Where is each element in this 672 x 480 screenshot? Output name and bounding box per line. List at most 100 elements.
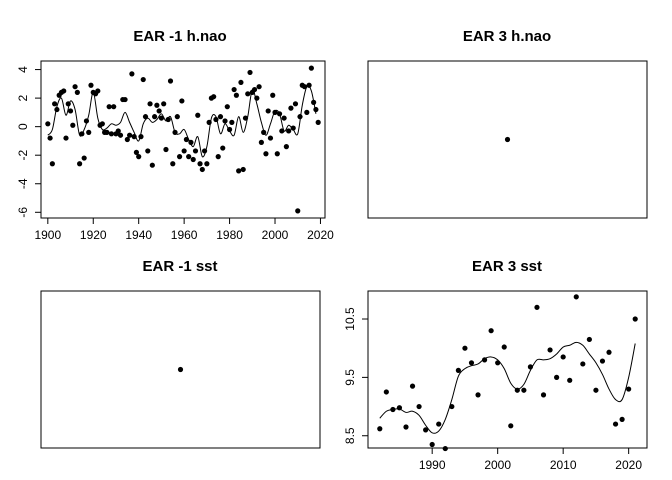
x-tick-label: 1990: [419, 458, 446, 472]
data-point: [52, 101, 58, 107]
data-point: [111, 104, 117, 110]
data-point: [390, 406, 396, 413]
data-point: [416, 403, 422, 410]
data-point: [49, 161, 55, 167]
data-point: [251, 86, 258, 93]
data-point: [540, 392, 547, 398]
y-tick-label: -6: [16, 207, 30, 218]
data-point: [423, 427, 429, 433]
data-point: [145, 148, 151, 154]
data-point: [247, 69, 253, 76]
data-point: [626, 386, 632, 392]
data-point: [475, 392, 481, 398]
data-point: [167, 78, 174, 84]
x-tick-label: 2000: [484, 458, 511, 472]
data-point: [279, 128, 285, 134]
data-point: [236, 168, 242, 174]
x-tick-label: 1940: [125, 228, 152, 242]
data-point: [156, 108, 162, 114]
data-point: [383, 389, 389, 395]
data-point: [117, 132, 124, 138]
data-point: [288, 105, 294, 111]
data-point: [242, 115, 249, 121]
data-point: [106, 104, 112, 110]
data-point: [170, 161, 176, 167]
data-point: [632, 316, 638, 322]
data-point: [409, 383, 416, 389]
plot-box: [40, 290, 321, 449]
data-point: [61, 88, 67, 94]
data-point: [292, 101, 299, 107]
data-point: [429, 441, 435, 448]
data-point: [65, 101, 71, 107]
chart-panel: EAR -1 sst: [40, 258, 321, 449]
y-tick-label: 0: [16, 123, 30, 130]
data-point: [286, 128, 292, 134]
data-point: [174, 114, 180, 120]
data-point: [165, 116, 171, 123]
y-tick-label: 9.5: [343, 369, 357, 386]
data-point: [270, 92, 276, 98]
data-point: [83, 118, 90, 124]
data-point: [88, 82, 94, 88]
data-point: [455, 367, 461, 373]
data-point: [72, 84, 78, 90]
data-point: [222, 118, 228, 124]
data-point: [181, 148, 187, 154]
data-point: [396, 405, 403, 411]
data-point: [63, 135, 69, 141]
data-point: [183, 136, 190, 143]
data-point: [108, 131, 115, 137]
data-point: [586, 336, 592, 343]
data-point: [154, 102, 160, 108]
y-tick-label: 4: [16, 66, 30, 73]
data-point: [231, 86, 237, 93]
data-point: [115, 128, 121, 134]
x-tick-label: 1960: [171, 228, 198, 242]
data-point: [233, 92, 239, 98]
data-point: [81, 155, 87, 161]
x-tick-label: 1920: [80, 228, 107, 242]
data-point: [204, 161, 210, 167]
data-point: [554, 374, 560, 380]
y-tick-label: 10.5: [343, 307, 357, 331]
data-point: [462, 345, 468, 351]
y-tick-label: -2: [16, 150, 30, 161]
x-tick-label: 2010: [550, 458, 577, 472]
data-point: [147, 101, 153, 107]
data-point: [272, 109, 278, 115]
data-point: [501, 344, 507, 350]
x-tick-label: 2000: [262, 228, 289, 242]
chart-panel: EAR 3 h.nao: [367, 28, 648, 219]
data-point: [217, 114, 224, 120]
data-point: [70, 122, 76, 128]
data-point: [140, 76, 146, 83]
data-point: [245, 91, 251, 97]
data-point: [74, 89, 80, 95]
data-point: [47, 135, 53, 141]
data-point: [297, 114, 303, 120]
data-point: [67, 108, 74, 114]
data-point: [54, 106, 60, 113]
data-point: [534, 304, 540, 310]
data-point: [161, 101, 167, 107]
data-point: [163, 146, 169, 153]
data-point: [186, 154, 192, 160]
data-point: [468, 360, 475, 366]
data-point: [254, 95, 260, 101]
data-point: [86, 129, 92, 135]
data-point: [580, 361, 586, 367]
plot-box: [367, 290, 648, 449]
data-point: [99, 121, 105, 127]
x-tick-label: 2020: [307, 228, 334, 242]
chart-title: EAR 3 h.nao: [463, 28, 551, 45]
data-point: [256, 84, 262, 90]
chart-title: EAR -1 sst: [142, 258, 217, 275]
data-point: [290, 125, 296, 131]
data-point: [211, 94, 217, 100]
data-point: [195, 112, 201, 118]
chart-title: EAR 3 sst: [472, 258, 542, 275]
data-point: [301, 84, 308, 90]
data-point: [599, 358, 606, 364]
